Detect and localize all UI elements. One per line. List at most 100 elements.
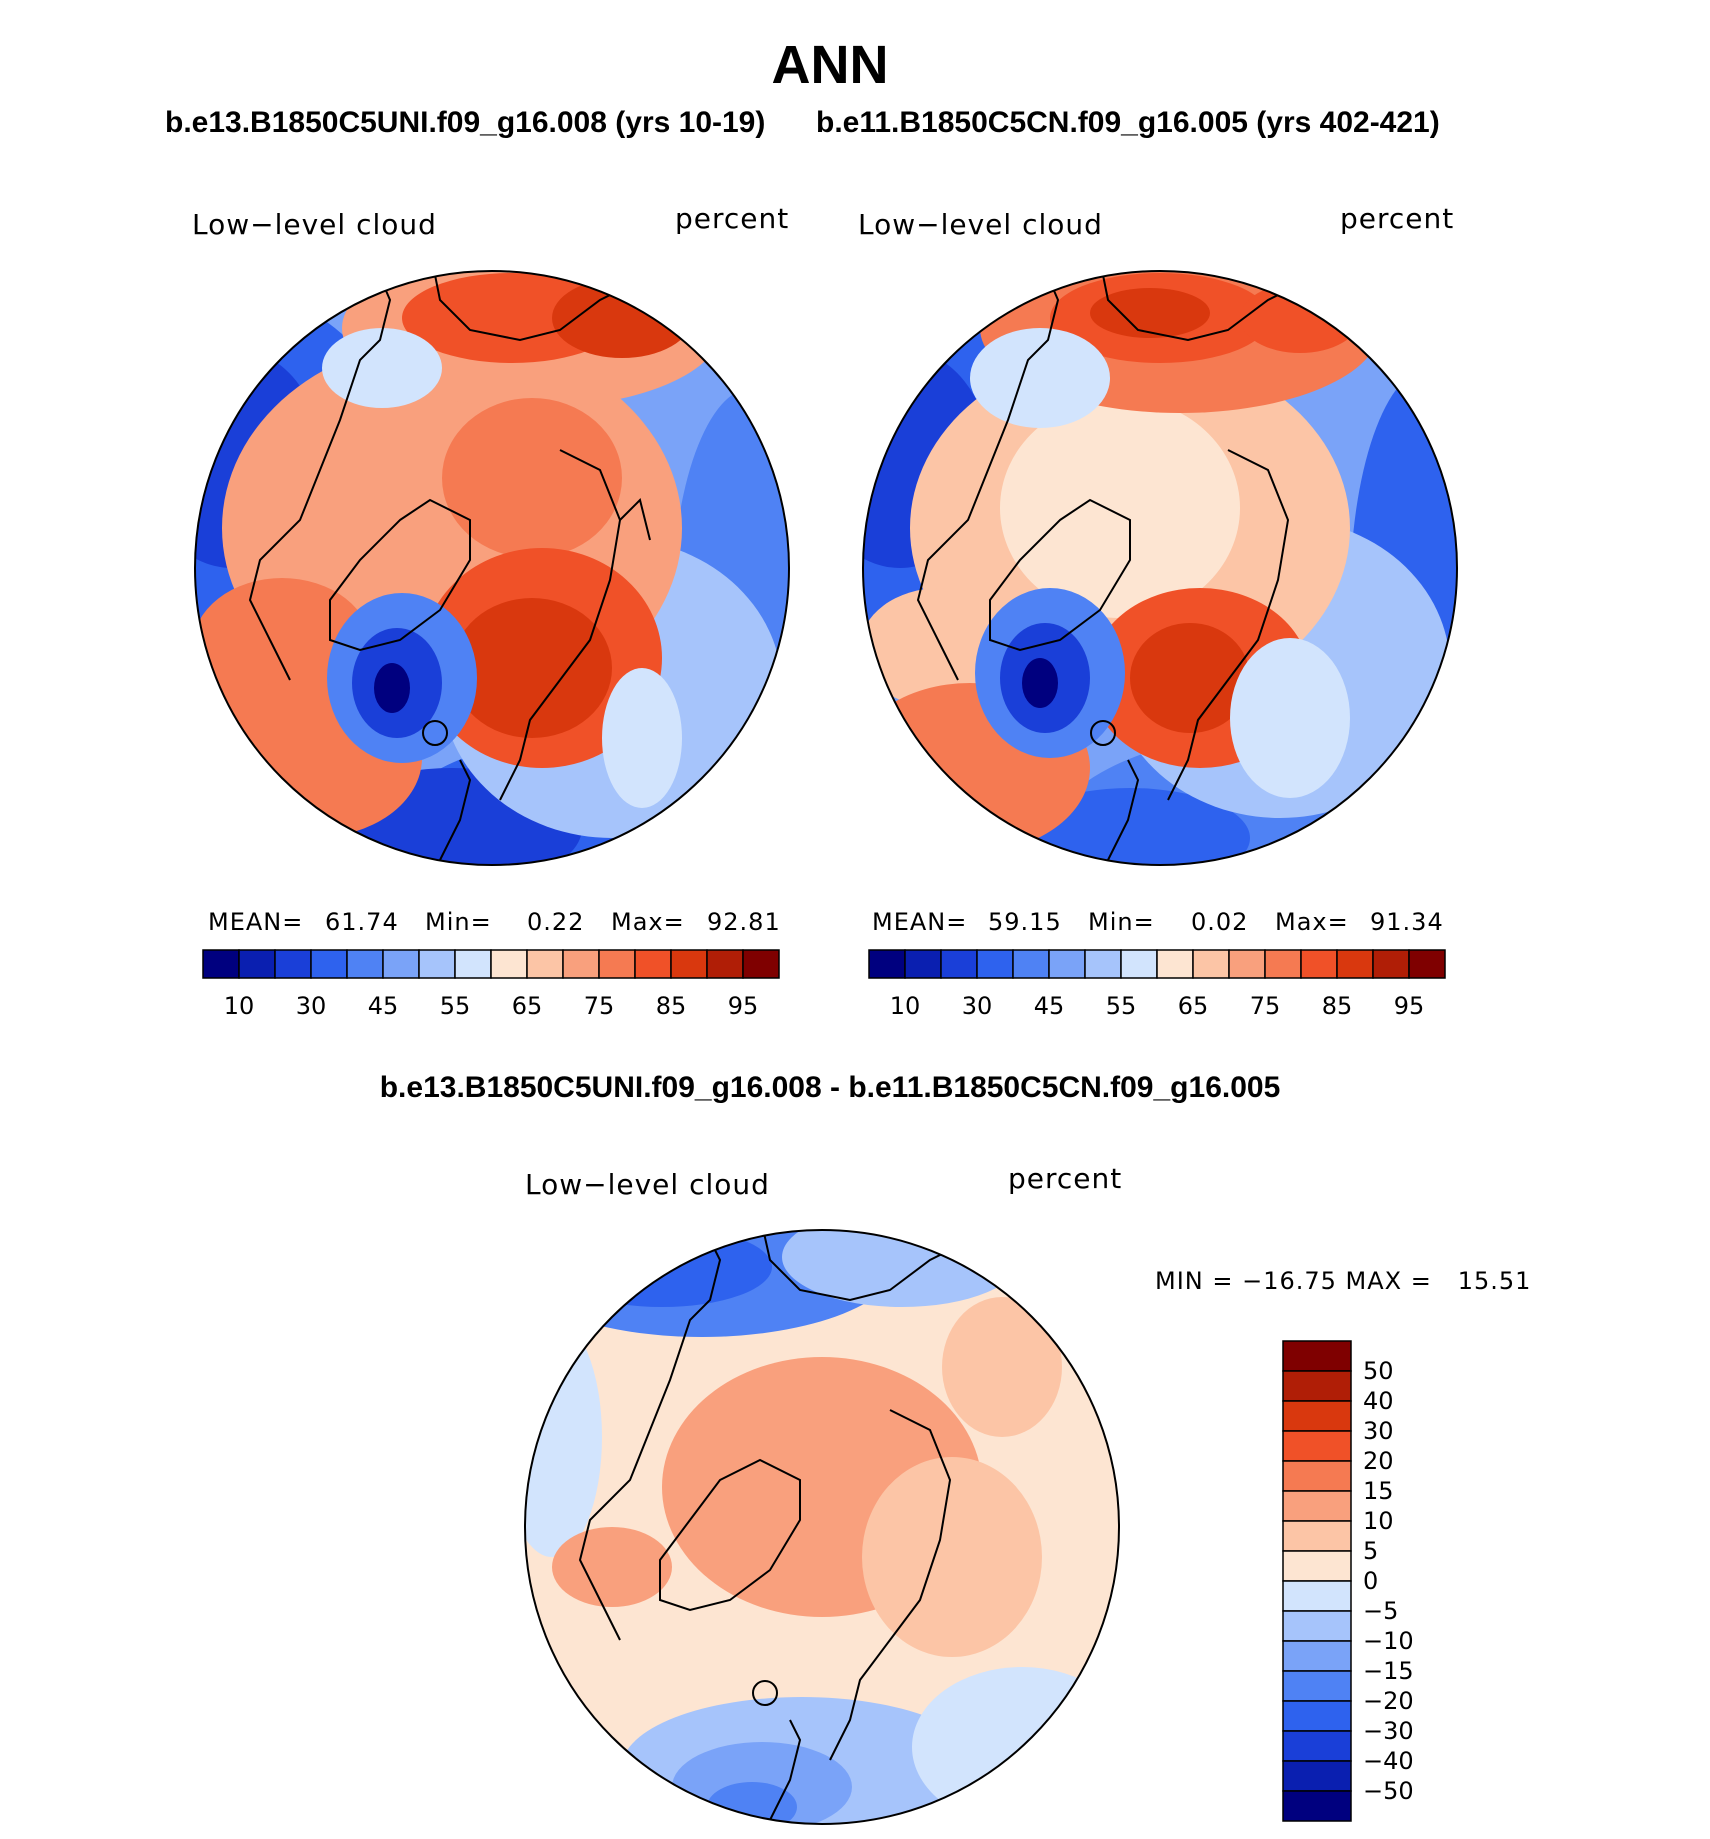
case1-units-label: percent bbox=[675, 202, 790, 235]
case2-colorbar-tick-label: 65 bbox=[1178, 992, 1209, 1020]
case1-colorbar-box bbox=[490, 949, 528, 979]
case2-colorbar-tick-label: 45 bbox=[1034, 992, 1065, 1020]
difference-colorbar-box bbox=[1282, 1670, 1352, 1702]
difference-colorbar-box bbox=[1282, 1640, 1352, 1672]
difference-colorbar-box bbox=[1282, 1490, 1352, 1522]
case2-variable-label: Low−level cloud bbox=[858, 208, 1103, 241]
case2-title: b.e11.B1850C5CN.f09_g16.005 (yrs 402-421… bbox=[816, 106, 1440, 139]
difference-title: b.e13.B1850C5UNI.f09_g16.008 - b.e11.B18… bbox=[379, 1071, 1281, 1104]
case2-colorbar-tick-label: 75 bbox=[1250, 992, 1281, 1020]
case2-units-label: percent bbox=[1340, 202, 1455, 235]
difference-colorbar-tick-label: 50 bbox=[1363, 1357, 1394, 1385]
case2-colorbar-box bbox=[1372, 949, 1410, 979]
case1-colorbar-tick-label: 30 bbox=[296, 992, 327, 1020]
case2-colorbar-box bbox=[1336, 949, 1374, 979]
case2-colorbar-box bbox=[1192, 949, 1230, 979]
difference-colorbar-box bbox=[1282, 1400, 1352, 1432]
difference-colorbar-tick-label: −40 bbox=[1363, 1747, 1414, 1775]
difference-colorbar-tick-label: 20 bbox=[1363, 1447, 1394, 1475]
case1-mean-label: MEAN= bbox=[208, 908, 304, 936]
difference-colorbar-box bbox=[1282, 1550, 1352, 1582]
case1-colorbar-box bbox=[742, 949, 780, 979]
case2-map-border bbox=[862, 270, 1458, 866]
difference-colorbar-box bbox=[1282, 1700, 1352, 1732]
difference-colorbar-tick-label: −10 bbox=[1363, 1627, 1414, 1655]
case1-mean-value: 61.74 bbox=[325, 908, 399, 936]
case2-colorbar-box bbox=[1012, 949, 1050, 979]
case1-colorbar-tick-label: 85 bbox=[656, 992, 687, 1020]
case1-colorbar-box bbox=[274, 949, 312, 979]
difference-colorbar-tick-label: −5 bbox=[1363, 1597, 1398, 1625]
case2-colorbar-tick-label: 85 bbox=[1322, 992, 1353, 1020]
case2-colorbar-box bbox=[1120, 949, 1158, 979]
case2-colorbar-box bbox=[1228, 949, 1266, 979]
difference-colorbar-tick-label: 30 bbox=[1363, 1417, 1394, 1445]
case2-colorbar-box bbox=[1084, 949, 1122, 979]
case1-colorbar: 10 30 45 55 65 75 85 95 bbox=[202, 949, 780, 1020]
case2-colorbar-box bbox=[1156, 949, 1194, 979]
difference-colorbar-tick-label: 15 bbox=[1363, 1477, 1394, 1505]
figure-title: ANN bbox=[771, 35, 889, 95]
case1-max-value: 92.81 bbox=[707, 908, 781, 936]
case1-colorbar-box bbox=[202, 949, 240, 979]
difference-colorbar-box bbox=[1282, 1460, 1352, 1492]
case1-colorbar-tick-label: 75 bbox=[584, 992, 615, 1020]
case1-coastlines bbox=[248, 271, 671, 861]
difference-units-label: percent bbox=[1008, 1162, 1123, 1195]
case2-colorbar-box bbox=[940, 949, 978, 979]
difference-colorbar-box bbox=[1282, 1730, 1352, 1762]
case1-colorbar-tick-label: 65 bbox=[512, 992, 543, 1020]
case1-max-label: Max= bbox=[611, 908, 685, 936]
difference-colorbar-box bbox=[1282, 1790, 1352, 1822]
difference-map-border bbox=[524, 1229, 1120, 1825]
case1-colorbar-box bbox=[598, 949, 636, 979]
case2-map bbox=[863, 271, 1457, 865]
difference-colorbar-box bbox=[1282, 1520, 1352, 1552]
case2-colorbar-tick-label: 95 bbox=[1394, 992, 1425, 1020]
case2-max-value: 91.34 bbox=[1370, 908, 1444, 936]
difference-colorbar-box bbox=[1282, 1430, 1352, 1462]
case1-colorbar-box bbox=[634, 949, 672, 979]
case1-colorbar-box bbox=[526, 949, 564, 979]
case1-map-border bbox=[194, 270, 790, 866]
difference-min-max: MIN = −16.75 MAX = 15.51 bbox=[1155, 1267, 1532, 1295]
case1-colorbar-box bbox=[418, 949, 456, 979]
case1-variable-label: Low−level cloud bbox=[192, 208, 437, 241]
case2-colorbar-box bbox=[1300, 949, 1338, 979]
case2-min-label: Min= bbox=[1088, 908, 1155, 936]
case1-colorbar-tick-label: 10 bbox=[224, 992, 255, 1020]
difference-colorbar-tick-label: 0 bbox=[1363, 1567, 1378, 1595]
difference-colorbar-tick-label: −50 bbox=[1363, 1777, 1414, 1805]
case2-mean-value: 59.15 bbox=[988, 908, 1062, 936]
case1-colorbar-box bbox=[454, 949, 492, 979]
case1-colorbar-box bbox=[310, 949, 348, 979]
case1-colorbar-box bbox=[670, 949, 708, 979]
case2-colorbar: 10 30 45 55 65 75 85 95 bbox=[868, 949, 1446, 1020]
case2-mean-label: MEAN= bbox=[872, 908, 968, 936]
difference-colorbar-tick-label: −15 bbox=[1363, 1657, 1414, 1685]
case2-colorbar-box bbox=[904, 949, 942, 979]
difference-colorbar-tick-label: 5 bbox=[1363, 1537, 1378, 1565]
difference-colorbar-box bbox=[1282, 1580, 1352, 1612]
case2-colorbar-tick-label: 10 bbox=[890, 992, 921, 1020]
case1-colorbar-box bbox=[382, 949, 420, 979]
case2-colorbar-tick-label: 30 bbox=[962, 992, 993, 1020]
difference-colorbar-box bbox=[1282, 1760, 1352, 1792]
difference-colorbar-box bbox=[1282, 1610, 1352, 1642]
case2-colorbar-box bbox=[1408, 949, 1446, 979]
difference-variable-label: Low−level cloud bbox=[525, 1168, 770, 1201]
difference-colorbar-tick-label: −20 bbox=[1363, 1687, 1414, 1715]
difference-colorbar-box bbox=[1282, 1370, 1352, 1402]
case1-colorbar-box bbox=[562, 949, 600, 979]
difference-colorbar-tick-label: 40 bbox=[1363, 1387, 1394, 1415]
case1-min-label: Min= bbox=[425, 908, 492, 936]
case2-colorbar-box bbox=[1048, 949, 1086, 979]
case2-colorbar-box bbox=[868, 949, 906, 979]
difference-colorbar-tick-label: −30 bbox=[1363, 1717, 1414, 1745]
case1-title: b.e13.B1850C5UNI.f09_g16.008 (yrs 10-19) bbox=[165, 106, 766, 139]
case1-colorbar-tick-label: 95 bbox=[728, 992, 759, 1020]
case1-colorbar-box bbox=[238, 949, 276, 979]
case1-min-value: 0.22 bbox=[527, 908, 585, 936]
